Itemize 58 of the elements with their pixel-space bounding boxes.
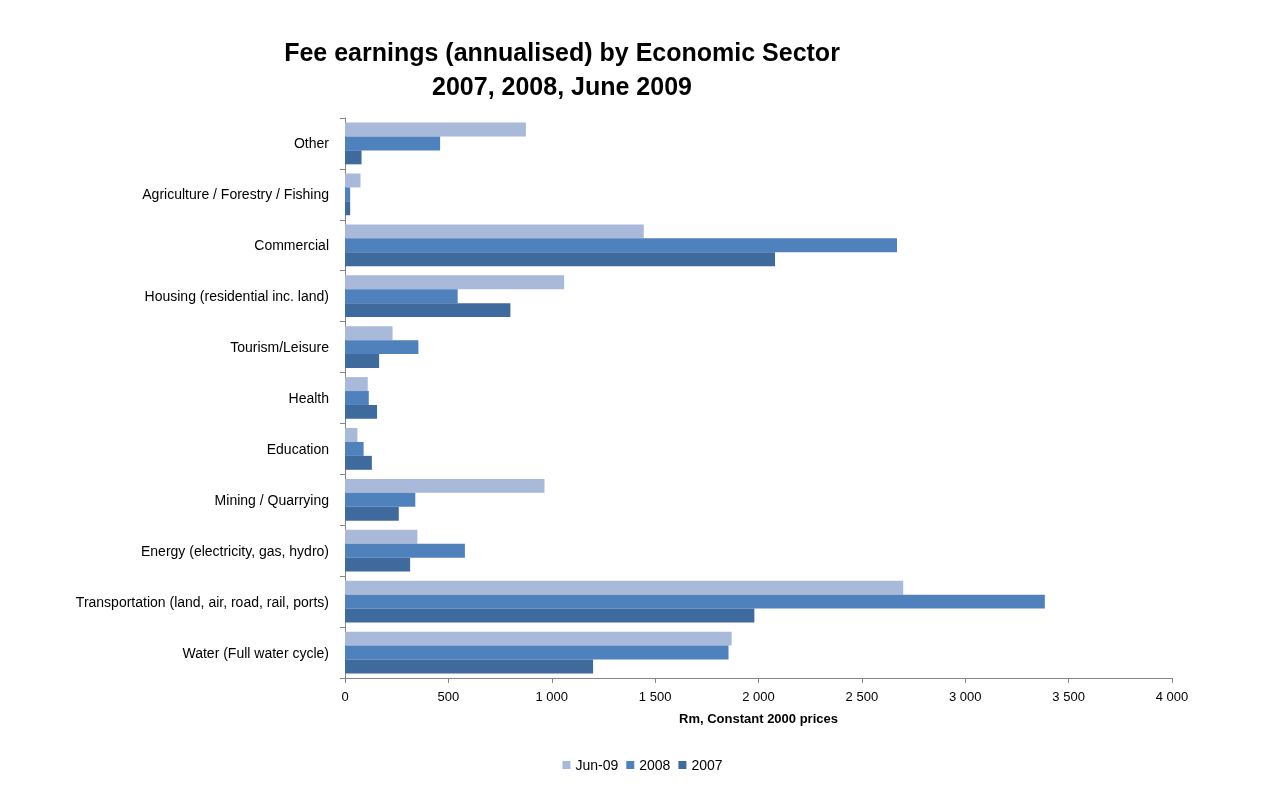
y-tick-label: Tourism/Leisure [230, 339, 330, 356]
bar [345, 303, 511, 318]
y-tick-label: Mining / Quarrying [214, 491, 329, 508]
bar [345, 631, 732, 646]
bar [345, 187, 351, 202]
bar [345, 478, 545, 493]
bar [345, 150, 362, 165]
bar [345, 122, 526, 137]
bar [345, 506, 399, 521]
bar [345, 645, 729, 660]
y-tick-label: Transportation (land, air, road, rail, ports) [75, 593, 329, 610]
bar [345, 136, 441, 151]
x-tick-label: 1 500 [638, 689, 672, 704]
bar [345, 608, 755, 623]
bar [345, 377, 368, 392]
x-tick-label: 500 [437, 689, 460, 704]
y-tick-label: Commercial [254, 237, 329, 254]
x-tick-label: 0 [341, 689, 349, 704]
bar [345, 340, 419, 355]
bar [345, 594, 1045, 609]
y-tick-label: Water (Full water cycle) [182, 644, 329, 661]
bar [345, 275, 565, 290]
x-tick-label: 1 000 [535, 689, 569, 704]
bar [345, 492, 416, 507]
bar [345, 289, 458, 304]
bar [345, 252, 776, 267]
bar [345, 543, 465, 558]
x-tick-label: 3 500 [1052, 689, 1085, 704]
legend-label: Jun-09 [575, 757, 619, 773]
chart-title: Fee earnings (annualised) by Economic Sector 2007, 2008, June 2009 [284, 38, 841, 100]
bar [345, 441, 364, 456]
bar [345, 391, 369, 405]
bar [345, 428, 358, 442]
bar [345, 173, 361, 188]
bar [345, 659, 594, 674]
legend-label: 2008 [639, 757, 671, 773]
x-tick-label: 2 500 [845, 689, 879, 704]
x-tick-label: 2 000 [742, 689, 775, 704]
bar [345, 354, 380, 368]
legend-label: 2007 [691, 757, 723, 773]
y-tick-label: Health [288, 390, 329, 406]
bar [345, 238, 898, 253]
y-tick-label: Energy (electricity, gas, hydro) [140, 542, 329, 559]
bar [345, 580, 904, 595]
bar [345, 455, 372, 470]
bar [345, 404, 378, 419]
y-tick-label: Agriculture / Forestry / Fishing [142, 186, 329, 203]
y-tick-label: Other [293, 135, 330, 152]
bar [345, 326, 393, 341]
x-tick-label: 4 000 [1155, 689, 1189, 704]
x-axis-title: Rm, Constant 2000 prices [679, 711, 838, 726]
y-tick-label: Housing (residential inc. land) [144, 288, 329, 305]
bar [345, 557, 411, 572]
x-tick-label: 3 000 [948, 689, 982, 704]
y-tick-label: Education [266, 440, 329, 457]
bar [345, 529, 418, 544]
bar [345, 201, 351, 216]
bar [345, 224, 644, 239]
